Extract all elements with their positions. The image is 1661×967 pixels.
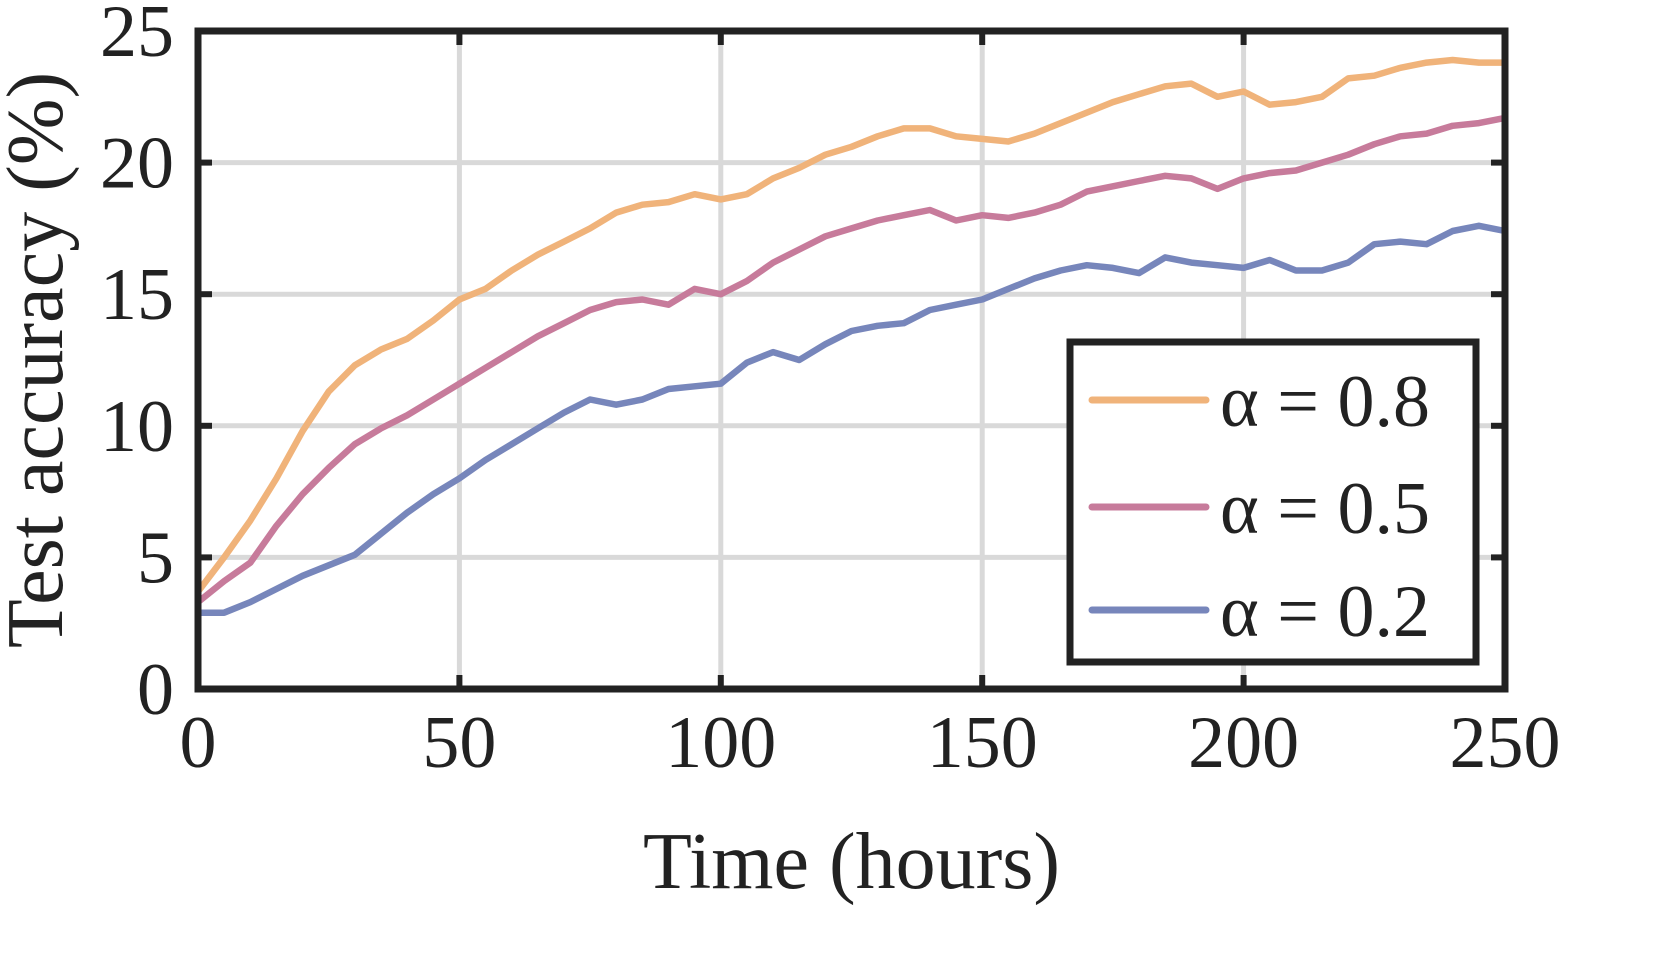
plot-area-frame <box>194 27 1509 693</box>
x-tick-label: 0 <box>180 702 217 784</box>
y-tick-label: 5 <box>137 517 174 599</box>
series-line-3 <box>194 222 1509 616</box>
legend-label-2: α = 0.5 <box>1220 468 1430 550</box>
series-line-2 <box>194 114 1509 606</box>
y-tick-label: 25 <box>100 0 174 73</box>
legend-items: α = 0.8 α = 0.5 α = 0.2 <box>1088 361 1430 653</box>
legend-label-1: α = 0.8 <box>1220 361 1430 443</box>
legend-label-3: α = 0.2 <box>1220 571 1430 653</box>
y-tick-label: 15 <box>100 254 174 336</box>
x-axis-title: Time (hours) <box>643 818 1060 906</box>
y-tick-label: 0 <box>137 649 174 731</box>
axis-ticks <box>195 28 1508 692</box>
x-tick-label: 100 <box>665 702 776 784</box>
legend: α = 0.8 α = 0.5 α = 0.2 <box>1066 338 1480 666</box>
x-tick-label: 50 <box>422 702 496 784</box>
y-tick-label: 20 <box>100 123 174 205</box>
x-tick-label: 250 <box>1450 702 1561 784</box>
series-lines <box>194 56 1509 616</box>
x-tick-label: 150 <box>927 702 1038 784</box>
y-axis-title: Test accuracy (%) <box>0 72 80 648</box>
y-tick-label: 10 <box>100 386 174 468</box>
tick-labels: 0 50 100 150 200 250 0 5 10 15 20 25 <box>100 0 1561 784</box>
x-tick-label: 200 <box>1188 702 1299 784</box>
series-line-1 <box>194 56 1509 595</box>
